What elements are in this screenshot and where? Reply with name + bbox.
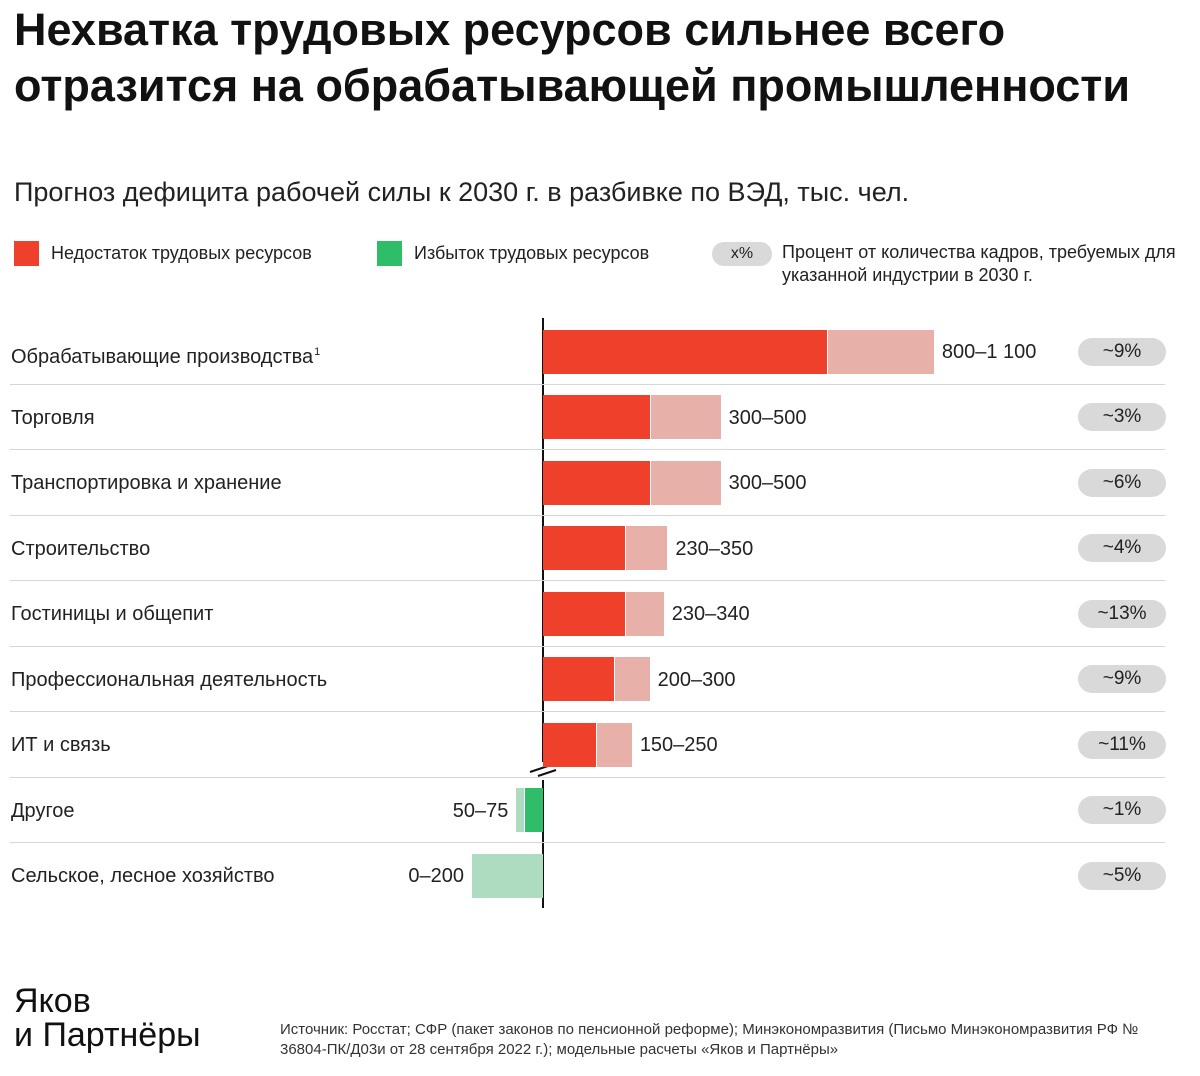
percent-badge: ~13%: [1078, 599, 1166, 628]
row-divider: [10, 449, 1165, 450]
chart-title: Нехватка трудовых ресурсов сильнее всего…: [14, 4, 1131, 111]
category-text: Другое: [11, 799, 75, 822]
chart-row: Другое 50–75 ~1%: [0, 777, 1200, 842]
percent-badge: ~9%: [1078, 665, 1166, 694]
legend-item-surplus: Избыток трудовых ресурсов: [377, 241, 649, 266]
range-value-label: 300–500: [728, 406, 807, 429]
range-value-label: 800–1 100: [941, 341, 1037, 363]
source-note: Источник: Росстат; СФР (пакет законов по…: [280, 1021, 1139, 1058]
brand-logo: Яков и Партнёры: [14, 984, 201, 1052]
range-value-label: 300–500: [728, 472, 807, 494]
range-value-label: 230–340: [671, 603, 750, 625]
percent-badge: ~4%: [1078, 534, 1166, 563]
bar-high-estimate: [615, 657, 650, 702]
percent-badge: ~3%: [1078, 403, 1166, 432]
category-text: Торговля: [11, 406, 95, 429]
percent-badge: ~11%: [1078, 730, 1166, 759]
legend-item-shortage: Недостаток трудовых ресурсов: [14, 241, 312, 266]
range-value-label: 0–200: [408, 865, 464, 887]
legend-surplus-label: Избыток трудовых ресурсов: [414, 243, 650, 263]
row-divider: [10, 383, 1165, 385]
legend: Недостаток трудовых ресурсов Избыток тру…: [0, 238, 1200, 310]
row-divider: [10, 842, 1165, 843]
percent-badge: ~9%: [1078, 337, 1166, 366]
bar-low-estimate: [543, 722, 597, 767]
bar-high-estimate: [625, 591, 664, 636]
category-label: Транспортировка и хранение: [11, 471, 282, 495]
bar-high-estimate: [828, 329, 934, 374]
row-divider: [10, 580, 1165, 581]
category-label: Торговля: [11, 406, 95, 430]
bar-low-estimate: [543, 329, 828, 374]
bar-low-estimate: [543, 460, 650, 505]
row-divider: [10, 514, 1165, 516]
category-label: Сельское, лесное хозяйство: [11, 864, 275, 888]
legend-shortage-label: Недостаток трудовых ресурсов: [51, 243, 312, 263]
range-value-label: 200–300: [657, 668, 736, 691]
legend-item-percent: x%: [712, 242, 772, 266]
bar-high-estimate: [650, 395, 721, 440]
bar-high-estimate: [516, 788, 525, 833]
percent-badge: ~1%: [1078, 796, 1166, 825]
chart-row: Гостиницы и общепит 230–340 ~13%: [0, 580, 1200, 645]
category-label: Гостиницы и общепит: [11, 602, 213, 626]
bar-low-estimate: [543, 526, 625, 571]
category-label: Обрабатывающие производства1: [11, 340, 320, 369]
bar-high-estimate: [597, 722, 632, 767]
chart-row: Транспортировка и хранение 300–500 ~6%: [0, 449, 1200, 514]
bar-high-estimate: [650, 460, 721, 505]
category-text: Гостиницы и общепит: [11, 603, 214, 625]
surplus-swatch: [377, 241, 402, 266]
row-divider: [10, 776, 1165, 778]
range-value-label: 150–250: [639, 734, 718, 756]
category-label: Другое: [11, 799, 75, 823]
chart-row: Строительство 230–350 ~4%: [0, 515, 1200, 580]
category-text: Строительство: [11, 537, 151, 560]
bar-low-estimate: [543, 591, 625, 636]
shortage-swatch: [14, 241, 39, 266]
bar-low-estimate: [525, 788, 543, 833]
chart-row: ИТ и связь 150–250 ~11%: [0, 711, 1200, 776]
percent-badge: ~6%: [1078, 468, 1166, 497]
footnote-marker: 1: [314, 346, 321, 358]
bar-high-estimate: [625, 526, 668, 571]
logo-line-2: и Партнёры: [14, 1016, 201, 1054]
range-value-label: 230–350: [675, 537, 754, 560]
chart-row: Сельское, лесное хозяйство 0–200 ~5%: [0, 842, 1200, 907]
bar-low-estimate: [543, 657, 615, 702]
category-text: Сельское, лесное хозяйство: [11, 865, 275, 887]
row-divider: [10, 711, 1165, 712]
bar-low-estimate: [543, 395, 650, 440]
legend-percent-sample: x%: [712, 242, 772, 266]
row-divider: [10, 645, 1165, 647]
bar-chart: Обрабатывающие производства1 800–1 100 ~9%…: [0, 318, 1200, 918]
percent-badge: ~5%: [1078, 861, 1166, 890]
category-label: Строительство: [11, 537, 150, 561]
chart-row: Обрабатывающие производства1 800–1 100 ~9%: [0, 318, 1200, 383]
category-label: Профессиональная деятельность: [11, 668, 327, 692]
category-text: Профессиональная деятельность: [11, 668, 328, 691]
category-text: Обрабатывающие производства: [11, 346, 314, 368]
category-text: ИТ и связь: [11, 734, 111, 756]
range-value-label: 50–75: [452, 799, 509, 822]
logo-line-1: Яков: [14, 982, 91, 1020]
chart-row: Торговля 300–500 ~3%: [0, 384, 1200, 449]
legend-percent-note: Процент от количества кадров, требуемых …: [782, 242, 1176, 285]
chart-subtitle: Прогноз дефицита рабочей силы к 2030 г. …: [14, 177, 910, 207]
chart-row: Профессиональная деятельность 200–300 ~9%: [0, 646, 1200, 711]
bar-high-estimate: [471, 853, 543, 898]
category-label: ИТ и связь: [11, 733, 111, 757]
category-text: Транспортировка и хранение: [11, 472, 282, 494]
